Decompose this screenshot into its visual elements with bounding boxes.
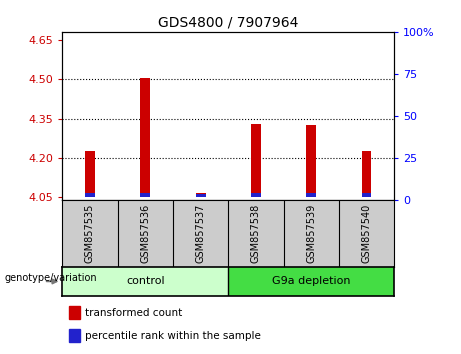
Bar xyxy=(228,267,394,296)
Bar xyxy=(140,193,150,198)
Text: GSM857537: GSM857537 xyxy=(195,204,206,263)
Bar xyxy=(69,307,81,319)
Bar xyxy=(195,194,206,198)
Title: GDS4800 / 7907964: GDS4800 / 7907964 xyxy=(158,15,298,29)
Bar xyxy=(306,125,316,198)
Text: GSM857536: GSM857536 xyxy=(140,204,150,263)
Bar xyxy=(85,193,95,198)
Bar xyxy=(195,193,206,198)
Text: GSM857535: GSM857535 xyxy=(85,204,95,263)
Text: genotype/variation: genotype/variation xyxy=(5,273,97,283)
Text: transformed count: transformed count xyxy=(85,308,183,318)
Bar xyxy=(85,152,95,198)
Text: G9a depletion: G9a depletion xyxy=(272,276,350,286)
Bar xyxy=(251,193,261,198)
Bar xyxy=(69,330,81,342)
Text: GSM857540: GSM857540 xyxy=(361,204,372,263)
Text: GSM857538: GSM857538 xyxy=(251,204,261,263)
Bar xyxy=(140,78,150,198)
Text: percentile rank within the sample: percentile rank within the sample xyxy=(85,331,261,341)
Bar xyxy=(251,124,261,198)
Bar xyxy=(62,267,228,296)
Text: GSM857539: GSM857539 xyxy=(306,204,316,263)
Bar xyxy=(361,193,372,198)
Text: control: control xyxy=(126,276,165,286)
Bar xyxy=(361,152,372,198)
Bar xyxy=(306,193,316,198)
